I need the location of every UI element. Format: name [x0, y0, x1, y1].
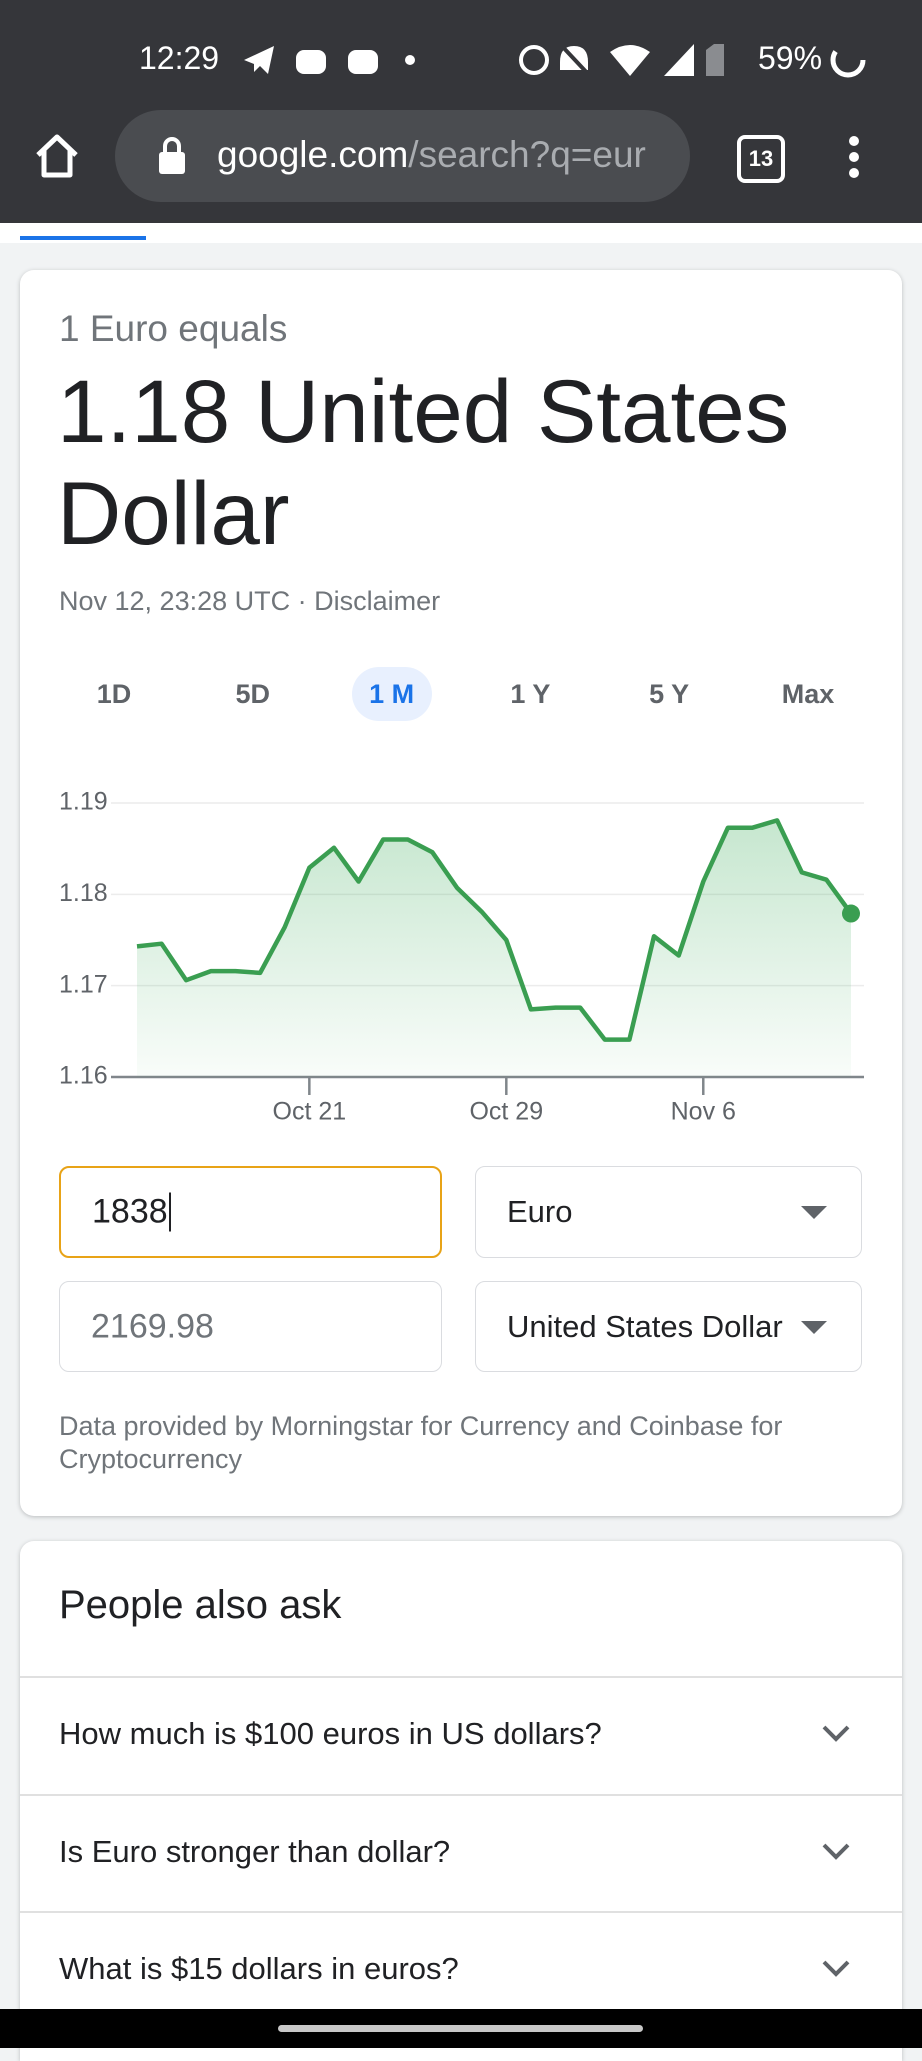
- expand-chevron[interactable]: [820, 1957, 852, 1981]
- range-button[interactable]: 5 Y: [649, 679, 690, 709]
- amount-to: 2169.98: [91, 1307, 214, 1345]
- divider: [20, 1793, 902, 1796]
- url: google.com/search?q=eur: [217, 134, 646, 176]
- amount-from-input[interactable]: 1838: [59, 1166, 442, 1258]
- battery-icon: [830, 42, 866, 78]
- amount-from: 1838: [92, 1192, 171, 1232]
- paa-title: People also ask: [59, 1583, 342, 1627]
- battery-percent: 59%: [758, 40, 823, 76]
- range-button[interactable]: 1D: [96, 679, 132, 709]
- clock: 12:29: [139, 40, 220, 76]
- notification-icons: [244, 46, 415, 74]
- status-and-toolbar: 12:29 59% google.com/search?q=eur 13: [0, 0, 922, 223]
- question[interactable]: How much is $100 euros in US dollars?: [59, 1716, 602, 1751]
- home-handle[interactable]: [278, 2025, 643, 2032]
- range-button[interactable]: 1 Y: [510, 679, 551, 709]
- timestamp: Nov 12, 23:28 UTC · Disclaimer: [59, 586, 441, 616]
- x-tick-label: Nov 6: [671, 1098, 736, 1126]
- expand-chevron[interactable]: [820, 1840, 852, 1864]
- currency-from: Euro: [507, 1194, 573, 1229]
- system-icons: [519, 42, 724, 78]
- range-button[interactable]: Max: [781, 679, 835, 709]
- lock-icon: [159, 137, 185, 174]
- chart: 1.16 1.17 1.18 1.19 Oct 21 Oct 29 Nov 6: [59, 788, 864, 1126]
- y-tick-label: 1.17: [59, 970, 108, 998]
- currency-from-select[interactable]: Euro: [475, 1166, 862, 1258]
- range-button[interactable]: 5D: [235, 679, 271, 709]
- currency-to-select[interactable]: United States Dollar: [475, 1281, 862, 1372]
- question[interactable]: What is $15 dollars in euros?: [59, 1951, 459, 1986]
- url-host: google.com: [217, 134, 409, 175]
- amount-to-input[interactable]: 2169.98: [59, 1281, 442, 1372]
- result: 1.18 United States Dollar: [57, 361, 790, 563]
- y-tick-label: 1.19: [59, 788, 108, 816]
- end-point: [842, 904, 860, 923]
- currency-to: United States Dollar: [507, 1308, 783, 1344]
- divider: [20, 1911, 902, 1913]
- footnote: Data provided by Morningstar for Currenc…: [59, 1411, 783, 1474]
- tab-switcher[interactable]: 13: [737, 135, 785, 183]
- divider: [20, 1676, 902, 1678]
- x-tick-label: Oct 21: [273, 1098, 347, 1126]
- address-bar[interactable]: [115, 110, 690, 202]
- url-path: /search?q=eur: [408, 134, 646, 175]
- y-tick-label: 1.18: [59, 879, 108, 907]
- nav-bar: [0, 2009, 922, 2048]
- y-tick-label: 1.16: [59, 1062, 108, 1090]
- question[interactable]: Is Euro stronger than dollar?: [59, 1833, 451, 1869]
- menu-button[interactable]: [842, 134, 866, 180]
- home-button[interactable]: [32, 131, 82, 181]
- tab-strip: [0, 223, 922, 243]
- area: [137, 820, 851, 1077]
- range-button[interactable]: 1 M: [351, 667, 432, 721]
- people-also-ask-card: [20, 1541, 902, 2061]
- x-tick-label: Oct 29: [469, 1098, 543, 1126]
- active-tab-indicator: [20, 236, 146, 240]
- line: [136, 818, 853, 1042]
- expand-chevron[interactable]: [820, 1722, 852, 1746]
- caption: 1 Euro equals: [59, 308, 288, 349]
